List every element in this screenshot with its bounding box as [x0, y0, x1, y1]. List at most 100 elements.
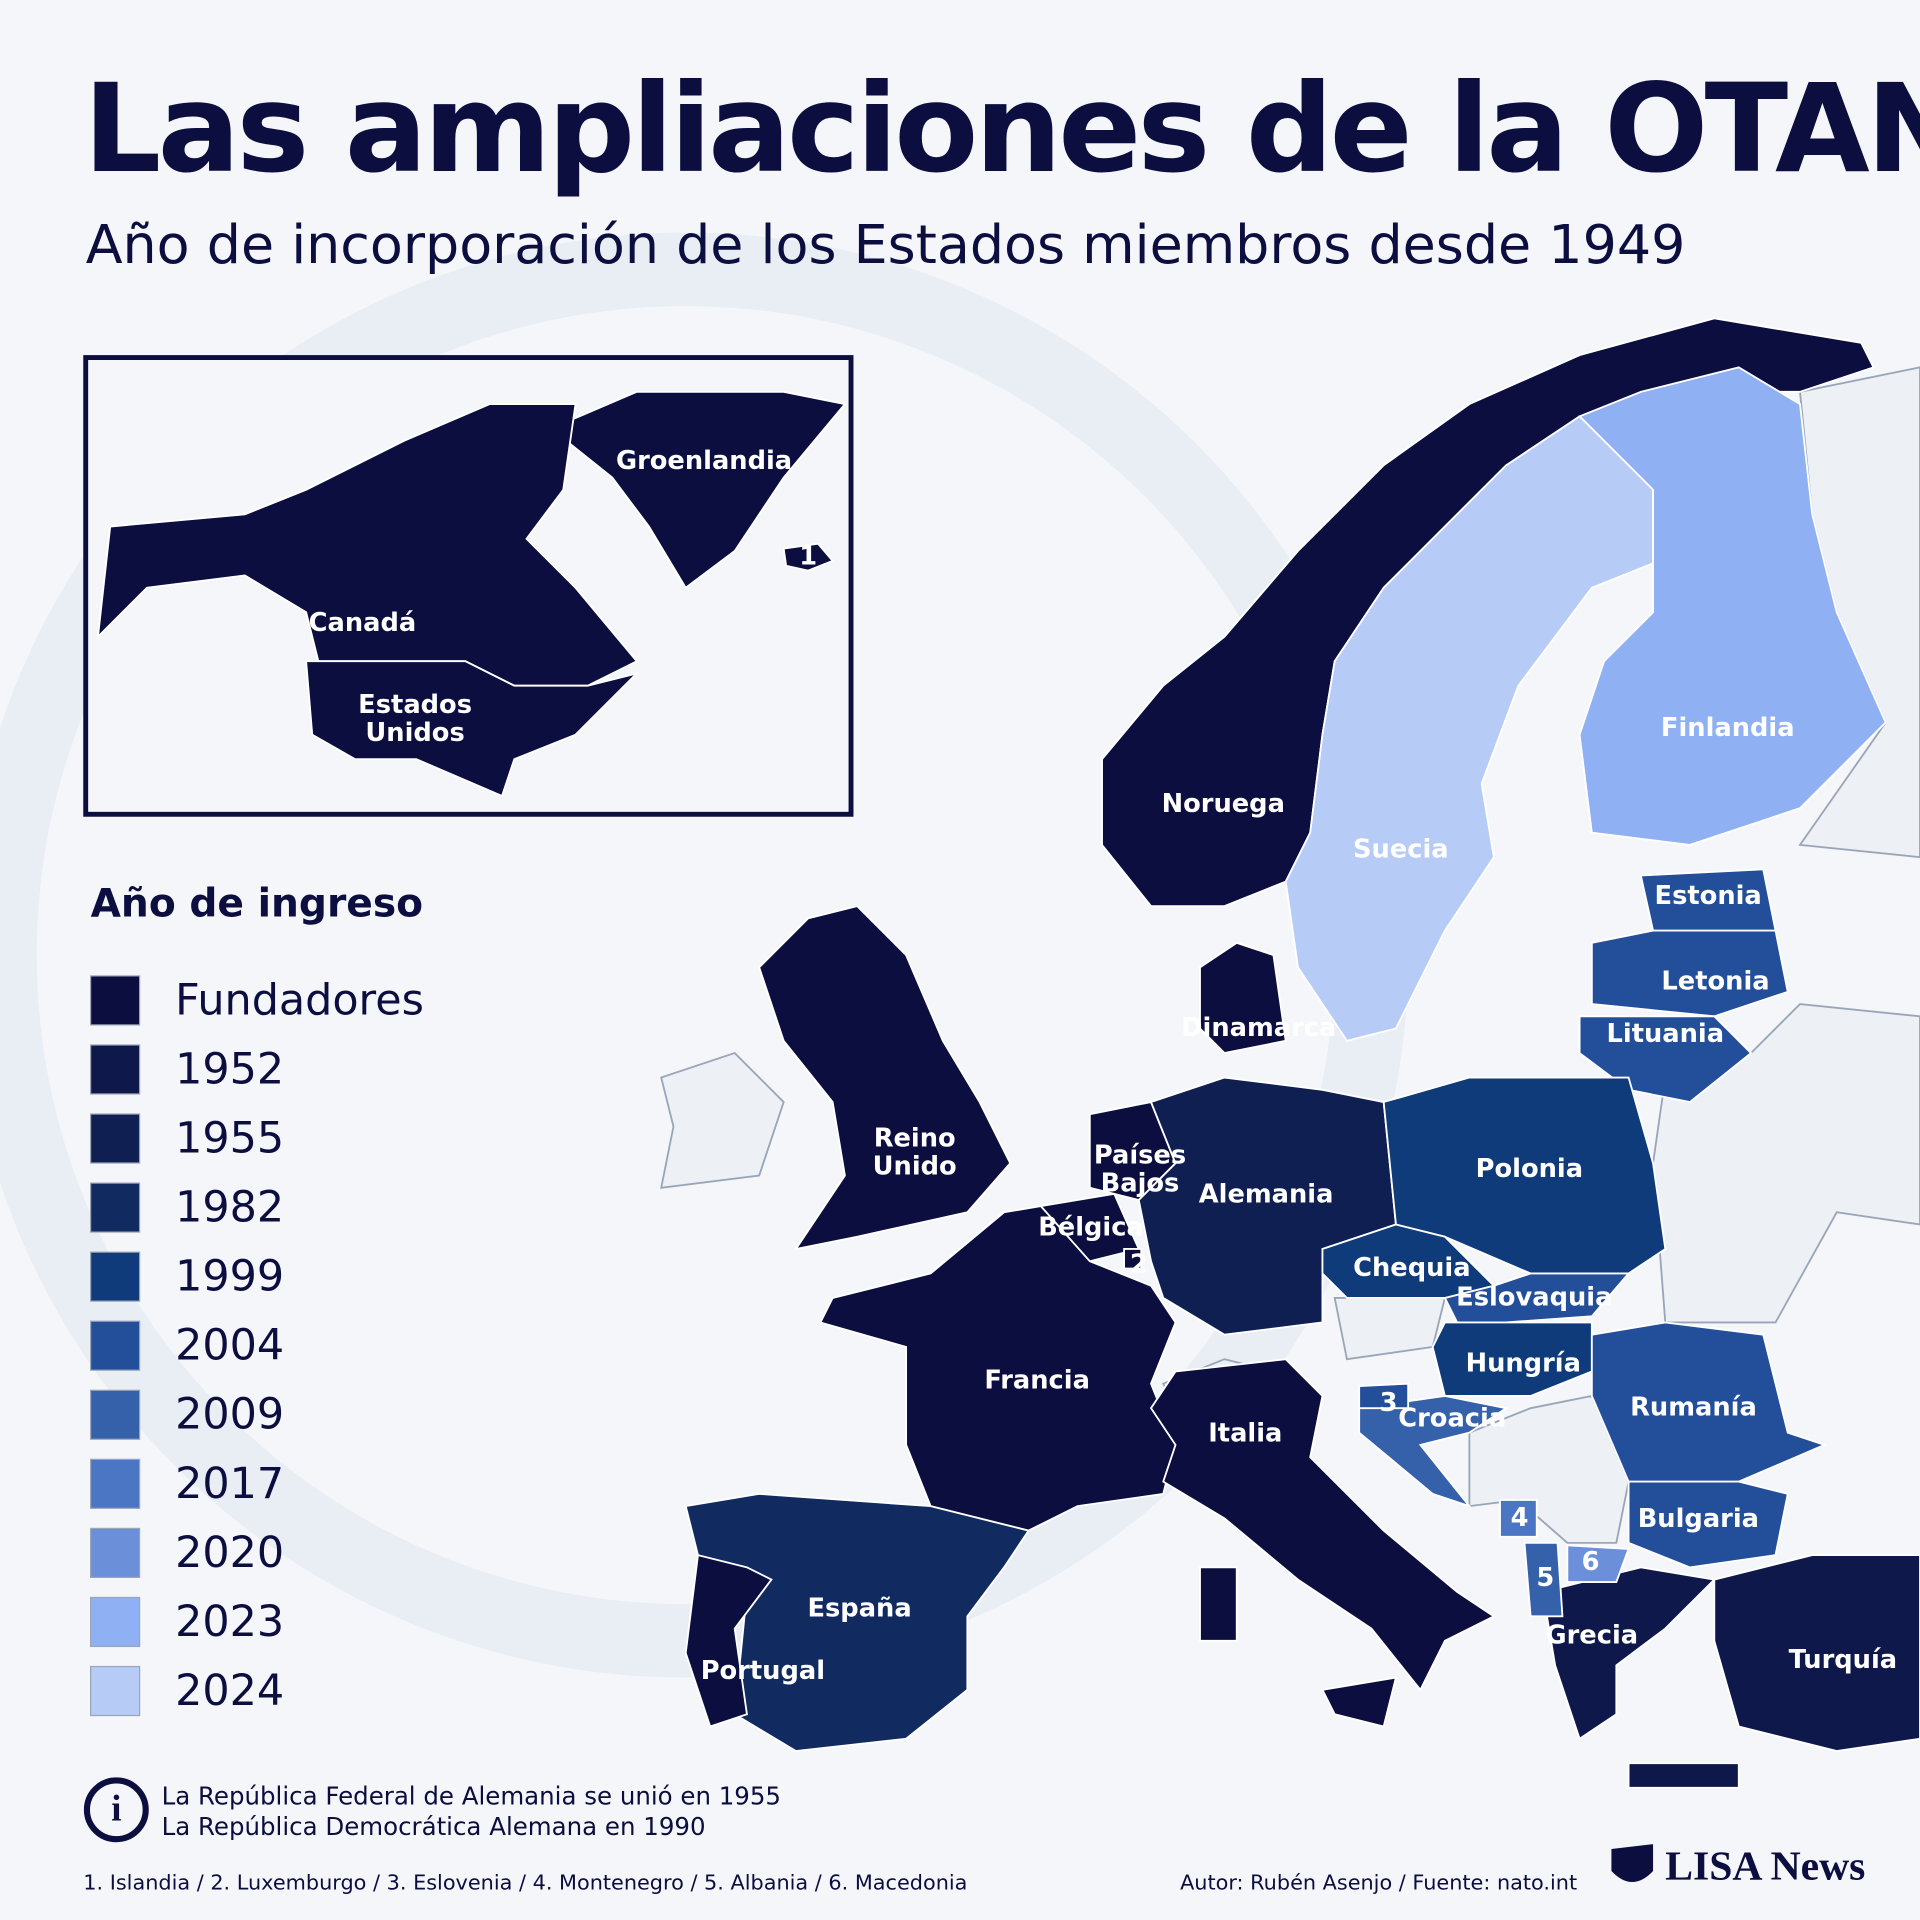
legend-swatch	[90, 1389, 141, 1440]
country-label: Portugal	[701, 1656, 825, 1686]
footnote: 1. Islandia / 2. Luxemburgo / 3. Esloven…	[83, 1870, 967, 1894]
info-icon-glyph: i	[111, 1788, 121, 1829]
inset-shapes	[96, 390, 847, 798]
country-shape	[1199, 1566, 1238, 1642]
country-shape	[1627, 1762, 1740, 1789]
brand-shield	[1611, 1844, 1654, 1883]
legend-swatch	[90, 1665, 141, 1717]
country-shape	[549, 390, 847, 590]
legend-label: 1999	[175, 1252, 284, 1302]
legend-label: 2017	[175, 1459, 284, 1509]
country-label: Unidos	[365, 718, 464, 748]
country-label: Rumanía	[1630, 1393, 1757, 1423]
small-country-shape	[782, 542, 835, 572]
legend-label: 2023	[175, 1597, 284, 1647]
country-shape	[1284, 415, 1654, 1042]
country-label: Italia	[1208, 1418, 1282, 1448]
country-shape	[305, 660, 640, 798]
country-shape	[1590, 929, 1789, 1018]
note-line: La República Federal de Alemania se unió…	[162, 1782, 781, 1811]
country-label: Polonia	[1476, 1154, 1583, 1184]
country-label: Hungría	[1466, 1349, 1581, 1379]
country-label: Turquía	[1789, 1645, 1898, 1675]
country-shape	[1137, 1076, 1397, 1336]
country-label: Estados	[358, 690, 472, 720]
country-label: Bélgica	[1038, 1213, 1144, 1243]
country-label: Croacia	[1398, 1404, 1506, 1434]
legend-label: 1982	[175, 1183, 284, 1233]
footnote-number: 1	[799, 542, 817, 572]
country-shape	[758, 905, 1012, 1251]
country-label: Países	[1094, 1140, 1186, 1170]
country-label: Canadá	[309, 608, 417, 638]
small-country-shape	[1123, 1248, 1143, 1270]
legend-swatch	[90, 1320, 141, 1371]
country-shape	[1627, 1480, 1789, 1569]
country-shape	[1577, 366, 1887, 846]
country-shape	[1199, 941, 1287, 1055]
title: Las ampliaciones de la OTAN	[83, 57, 1920, 200]
info-icon	[83, 1777, 149, 1843]
country-label: Groenlandia	[616, 446, 792, 476]
legend-swatch	[90, 1527, 141, 1578]
country-label: Unido	[873, 1151, 957, 1181]
country-label: Bajos	[1101, 1169, 1180, 1199]
small-country-shape	[1358, 1382, 1410, 1410]
note-line: La República Democrática Alemana en 1990	[162, 1812, 706, 1841]
country-shape	[1541, 1566, 1717, 1741]
legend-label: 2020	[175, 1528, 284, 1578]
country-label: Lituania	[1607, 1019, 1725, 1049]
country-label: Chequia	[1353, 1253, 1470, 1283]
member-shapes	[684, 317, 1920, 1789]
legend-title: Año de ingreso	[91, 882, 423, 927]
footnote-number: 4	[1511, 1503, 1529, 1533]
legend-label: Fundadores	[175, 975, 424, 1025]
country-shape	[1713, 1554, 1920, 1752]
small-country-shape	[1499, 1499, 1538, 1538]
legend-label: 2024	[175, 1666, 284, 1716]
legend-swatch	[90, 1113, 141, 1164]
country-label: Estonia	[1655, 881, 1762, 911]
legend-label: 1955	[175, 1113, 284, 1163]
footnote-number: 2	[1130, 1249, 1148, 1279]
legend-swatch	[90, 1251, 141, 1302]
legend-swatch	[90, 1458, 141, 1509]
credit: Autor: Rubén Asenjo / Fuente: nato.int	[1180, 1870, 1577, 1894]
footnote-number: 5	[1536, 1563, 1554, 1593]
country-shape	[1590, 1321, 1828, 1483]
country-shape	[1149, 1358, 1496, 1692]
footnote-number: 6	[1582, 1547, 1600, 1577]
country-label: España	[807, 1593, 911, 1623]
country-label: Dinamarca	[1181, 1013, 1336, 1043]
country-shape	[1321, 1676, 1398, 1728]
legend-swatch	[90, 975, 141, 1026]
legend-label: 1952	[175, 1044, 284, 1094]
country-label: Noruega	[1162, 789, 1285, 819]
country-label: Suecia	[1353, 834, 1449, 864]
country-label: Alemania	[1199, 1180, 1334, 1210]
legend-label: 2004	[175, 1321, 284, 1371]
small-country-shape	[1523, 1541, 1564, 1618]
country-label: Letonia	[1661, 967, 1769, 997]
country-shape	[1358, 1394, 1509, 1508]
brand: LISA News	[1665, 1843, 1865, 1889]
country-shape	[1431, 1321, 1593, 1397]
country-label: Finlandia	[1661, 713, 1795, 743]
legend-swatch	[90, 1044, 141, 1095]
country-label: Francia	[984, 1366, 1090, 1396]
country-label: Bulgaria	[1638, 1504, 1759, 1534]
legend-swatch	[90, 1596, 141, 1648]
small-country-shape	[1566, 1544, 1630, 1583]
subtitle: Año de incorporación de los Estados miem…	[86, 213, 1686, 276]
footnote-number: 3	[1380, 1388, 1398, 1418]
country-label: Grecia	[1546, 1620, 1639, 1650]
country-label: Eslovaquia	[1456, 1282, 1612, 1312]
legend: Fundadores 1952 1955 1982 1999 2004 2009 2017 20…	[90, 975, 424, 1717]
legend-label: 2009	[175, 1390, 284, 1440]
country-label: Reino	[874, 1123, 956, 1153]
country-shape	[96, 403, 639, 687]
country-shape	[684, 1553, 773, 1728]
